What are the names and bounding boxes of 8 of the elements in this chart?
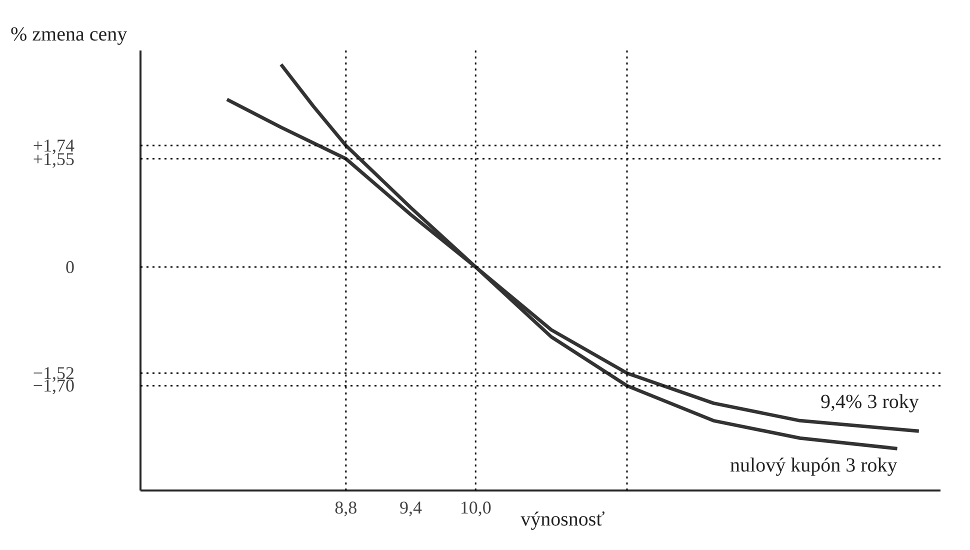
series-label: 9,4% 3 roky: [820, 391, 919, 414]
y-tick-label: 0: [66, 257, 74, 278]
x-tick-label: 9,4: [400, 498, 422, 518]
x-tick-label: 8,8: [334, 498, 358, 518]
x-tick-label: 10,0: [460, 498, 492, 518]
x-axis-title: výnosnosť: [520, 508, 606, 530]
series-label: nulový kupón 3 roky: [730, 454, 898, 477]
y-axis-title: % zmena ceny: [10, 24, 128, 46]
